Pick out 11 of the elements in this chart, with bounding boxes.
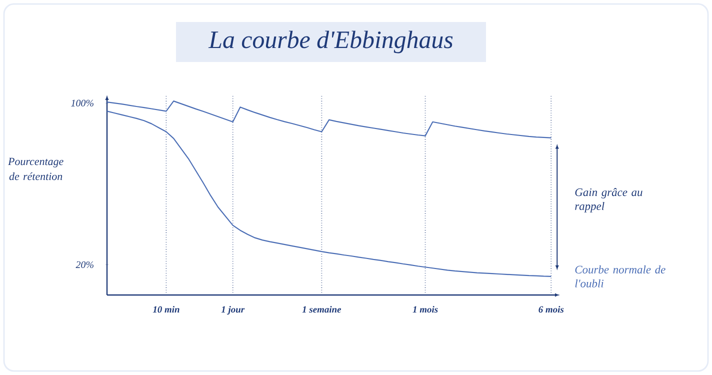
y-tick-label: 100%	[71, 100, 94, 106]
x-tick-label: 1 mois	[412, 306, 438, 313]
y-axis-title: Pourcentage de rétention	[8, 158, 64, 180]
text: Courbe normale de l'oubli	[575, 265, 666, 288]
y-tick-label: 20%	[76, 261, 94, 268]
x-tick-label: 6 mois	[538, 306, 564, 313]
x-tick-label: 10 min	[152, 306, 180, 313]
x-tick-label: 1 jour	[221, 306, 245, 315]
chart-title: La courbe d'Ebbinghaus	[208, 30, 453, 54]
text: Gain grâce au rappel	[575, 188, 642, 212]
x-tick-label: 1 semaine	[302, 306, 342, 313]
